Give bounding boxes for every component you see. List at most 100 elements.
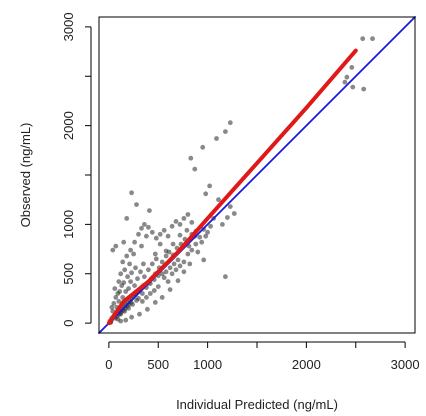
data-point xyxy=(134,298,139,303)
data-point xyxy=(144,233,149,239)
data-point xyxy=(113,295,119,300)
data-point xyxy=(142,274,147,280)
data-point xyxy=(223,274,228,280)
data-point xyxy=(227,204,233,210)
data-point xyxy=(159,259,165,265)
data-point xyxy=(132,239,138,245)
data-point xyxy=(216,197,221,203)
data-point xyxy=(155,284,161,289)
data-point xyxy=(169,271,175,277)
y-axis-title: Observed (ng/mL) xyxy=(18,123,33,228)
data-point xyxy=(151,288,157,293)
data-point xyxy=(121,280,127,285)
data-point xyxy=(125,274,130,280)
data-point xyxy=(349,65,355,70)
data-point xyxy=(342,79,348,85)
data-point xyxy=(117,289,123,294)
data-point xyxy=(141,261,146,267)
data-point xyxy=(121,239,127,245)
data-point xyxy=(177,222,183,227)
data-point xyxy=(147,291,153,296)
data-point xyxy=(113,243,119,249)
data-point xyxy=(116,299,122,304)
data-point xyxy=(177,232,183,238)
data-point xyxy=(136,231,141,237)
data-point xyxy=(146,224,151,230)
data-point xyxy=(184,227,190,233)
data-point xyxy=(231,211,237,216)
data-point xyxy=(140,299,145,304)
data-point xyxy=(137,311,142,317)
data-point xyxy=(149,261,155,267)
data-point xyxy=(170,241,176,247)
data-point xyxy=(227,120,233,126)
data-point xyxy=(142,222,147,227)
data-point xyxy=(129,270,135,276)
data-point xyxy=(203,191,209,197)
data-point xyxy=(132,283,138,288)
data-point xyxy=(189,220,195,225)
data-point xyxy=(161,227,167,233)
data-point xyxy=(129,190,135,196)
data-point xyxy=(167,287,173,292)
data-point xyxy=(370,36,375,42)
data-point xyxy=(152,300,158,305)
data-point xyxy=(126,286,131,291)
data-point xyxy=(133,265,138,271)
data-point xyxy=(123,289,129,294)
data-point xyxy=(112,286,118,291)
data-point xyxy=(129,314,135,320)
x-tick-label: 1000 xyxy=(193,357,222,372)
x-tick-label: 500 xyxy=(147,357,169,372)
data-point xyxy=(152,251,158,257)
data-point xyxy=(116,279,122,284)
y-axis: 0 500 1000 2000 3000 xyxy=(61,12,92,327)
data-point xyxy=(145,306,150,312)
data-point xyxy=(159,271,165,277)
data-point xyxy=(173,267,179,273)
data-point xyxy=(120,259,126,265)
x-axis: 0 500 1000 2000 3000 xyxy=(105,341,420,372)
data-point xyxy=(131,251,137,257)
data-point xyxy=(177,263,183,269)
data-point xyxy=(187,261,193,267)
data-point xyxy=(159,295,165,300)
data-point xyxy=(157,231,163,237)
data-point xyxy=(225,215,230,220)
data-point xyxy=(138,269,143,275)
x-tick-label: 3000 xyxy=(391,357,420,372)
data-point xyxy=(122,267,128,273)
data-point xyxy=(157,241,163,247)
data-point xyxy=(153,256,159,262)
data-point xyxy=(173,219,179,224)
data-point xyxy=(153,235,159,241)
data-point xyxy=(109,304,115,310)
data-point xyxy=(201,257,207,263)
data-point xyxy=(203,233,209,239)
data-point xyxy=(344,74,350,80)
data-point xyxy=(123,317,129,323)
data-point xyxy=(181,269,187,275)
data-point xyxy=(111,301,117,306)
data-point xyxy=(207,183,213,189)
data-point xyxy=(147,208,152,214)
data-point xyxy=(361,86,367,92)
data-point xyxy=(175,257,181,263)
data-point xyxy=(197,234,203,240)
data-point xyxy=(167,265,173,271)
lines-layer xyxy=(98,16,416,334)
data-point xyxy=(163,269,169,275)
y-tick-label: 500 xyxy=(61,263,76,285)
data-point xyxy=(118,271,124,277)
data-point xyxy=(149,229,155,235)
data-point xyxy=(140,291,145,296)
data-point xyxy=(195,249,201,255)
data-point xyxy=(128,247,134,253)
data-point xyxy=(189,247,195,253)
data-point xyxy=(144,295,149,300)
data-point xyxy=(199,239,205,245)
data-point xyxy=(350,84,356,90)
data-point xyxy=(214,136,219,141)
y-tick-label: 3000 xyxy=(61,12,76,41)
y-tick-label: 0 xyxy=(61,320,76,327)
